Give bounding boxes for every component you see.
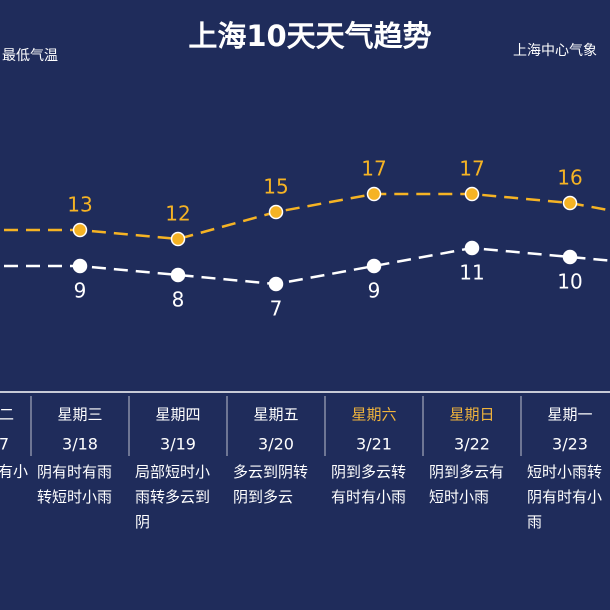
description: 阴到多云转有时有小雨 — [331, 463, 406, 506]
value-label: 17 — [459, 157, 484, 181]
temperature-point — [72, 222, 88, 238]
date: 3/19 — [160, 435, 196, 454]
temperature-line — [0, 192, 610, 241]
description: 阴到多云有短时小雨 — [429, 463, 504, 506]
temperature-point — [72, 258, 88, 274]
value-label: 12 — [165, 202, 190, 226]
weekday: 星期日 — [449, 406, 494, 424]
weekday: 星期一 — [547, 406, 592, 424]
date: 3/21 — [356, 435, 392, 454]
value-label: 13 — [67, 193, 92, 217]
description: 局部短时小雨转多云到阴 — [135, 463, 210, 531]
temperature-point — [562, 195, 578, 211]
temperature-line — [0, 246, 610, 286]
value-label: 9 — [368, 279, 381, 303]
weekday: 星期五 — [253, 406, 298, 424]
value-label: 16 — [557, 166, 582, 190]
temperature-point — [170, 267, 186, 283]
temperature-point — [366, 186, 382, 202]
temperature-point — [268, 276, 284, 292]
legend-text: 最低气温 — [2, 48, 58, 64]
value-label: 10 — [557, 270, 582, 294]
chart-title: 上海10天天气趋势 — [188, 19, 431, 53]
temperature-point — [170, 231, 186, 247]
value-label: 17 — [361, 157, 386, 181]
date: 7 — [0, 435, 9, 454]
value-label: 9 — [74, 279, 87, 303]
date: 3/18 — [62, 435, 98, 454]
temperature-point — [464, 240, 480, 256]
value-label: 7 — [270, 297, 283, 321]
date: 3/22 — [454, 435, 490, 454]
value-label: 15 — [263, 175, 288, 199]
source: 上海中心气象 — [513, 43, 597, 59]
value-label: 11 — [459, 261, 484, 285]
temperature-point — [464, 186, 480, 202]
weekday: 星期三 — [57, 406, 102, 424]
weekday: 星期四 — [155, 406, 200, 424]
description: 有小 — [0, 463, 28, 481]
description: 多云到阴转阴到多云 — [233, 463, 308, 506]
description: 阴有时有雨转短时小雨 — [37, 463, 112, 506]
date: 3/20 — [258, 435, 294, 454]
temperature-point — [366, 258, 382, 274]
date: 3/23 — [552, 435, 588, 454]
weekday: 星期六 — [351, 406, 396, 424]
value-label: 8 — [172, 288, 185, 312]
description: 短时小雨转阴有时有小雨 — [527, 463, 602, 531]
weekday: 二 — [0, 406, 14, 424]
temperature-point — [562, 249, 578, 265]
temperature-point — [268, 204, 284, 220]
